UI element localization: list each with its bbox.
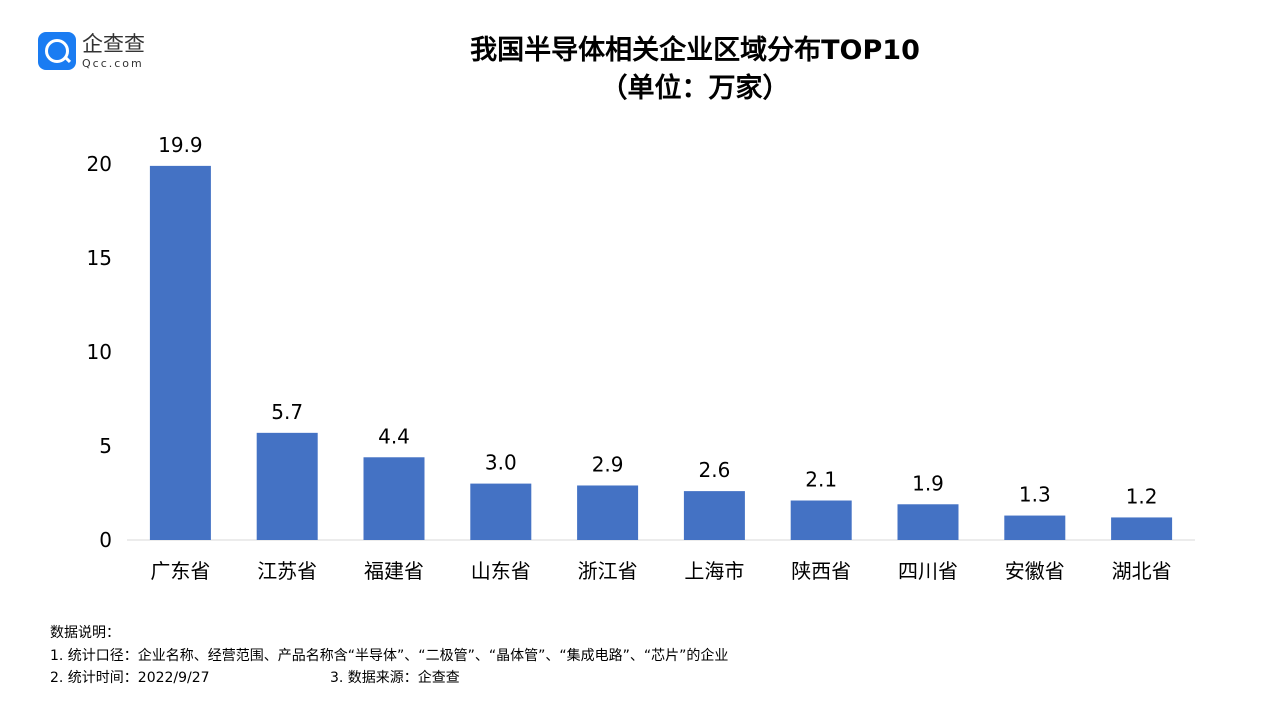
bar [149,165,211,540]
notes-heading: 数据说明： [50,625,120,641]
bar [363,457,425,540]
notes-line-2: 2. 统计时间：2022/9/27 [50,670,210,686]
notes-line-1: 1. 统计口径：企业名称、经营范围、产品名称含“半导体”、“二极管”、“晶体管”… [50,648,729,664]
y-tick-label: 15 [87,246,112,270]
x-tick-label: 安徽省 [1005,559,1065,583]
chart-subtitle: （单位：万家） [600,73,790,104]
y-tick-label: 10 [87,340,112,364]
y-tick-label: 20 [87,152,112,176]
x-tick-label: 上海市 [684,559,744,583]
data-label: 1.3 [1019,483,1051,507]
x-tick-label: 四川省 [898,559,958,583]
data-label: 2.1 [805,468,837,492]
bar [1004,515,1066,540]
data-label: 19.9 [158,133,203,157]
data-label: 1.9 [912,471,944,495]
x-tick-label: 广东省 [150,559,210,583]
logo-cn-text: 企查查 [82,31,145,56]
bar [256,432,318,540]
data-label: 3.0 [485,451,517,475]
y-tick-label: 0 [99,528,112,552]
qcc-logo: 企查查 Qcc.com [38,32,145,70]
qcc-logo-icon [38,32,76,70]
x-tick-label: 山东省 [471,559,531,583]
data-label: 4.4 [378,424,410,448]
y-tick-label: 5 [99,434,112,458]
bar [470,483,532,540]
x-tick-label: 湖北省 [1112,559,1172,583]
x-tick-label: 陕西省 [791,559,851,583]
chart-title: 我国半导体相关企业区域分布TOP10 [470,35,920,66]
logo-en-text: Qcc.com [82,56,144,70]
bar [897,504,959,540]
data-label: 2.6 [698,458,730,482]
x-tick-label: 浙江省 [578,559,638,583]
data-label: 2.9 [592,452,624,476]
bar [790,500,852,540]
data-label: 1.2 [1126,484,1158,508]
bar [577,485,639,540]
data-label: 5.7 [271,400,303,424]
bar [683,491,745,540]
x-tick-label: 福建省 [364,559,424,583]
notes-line-3: 3. 数据来源：企查查 [330,670,460,686]
bar [1111,517,1173,540]
x-tick-label: 江苏省 [257,559,317,583]
